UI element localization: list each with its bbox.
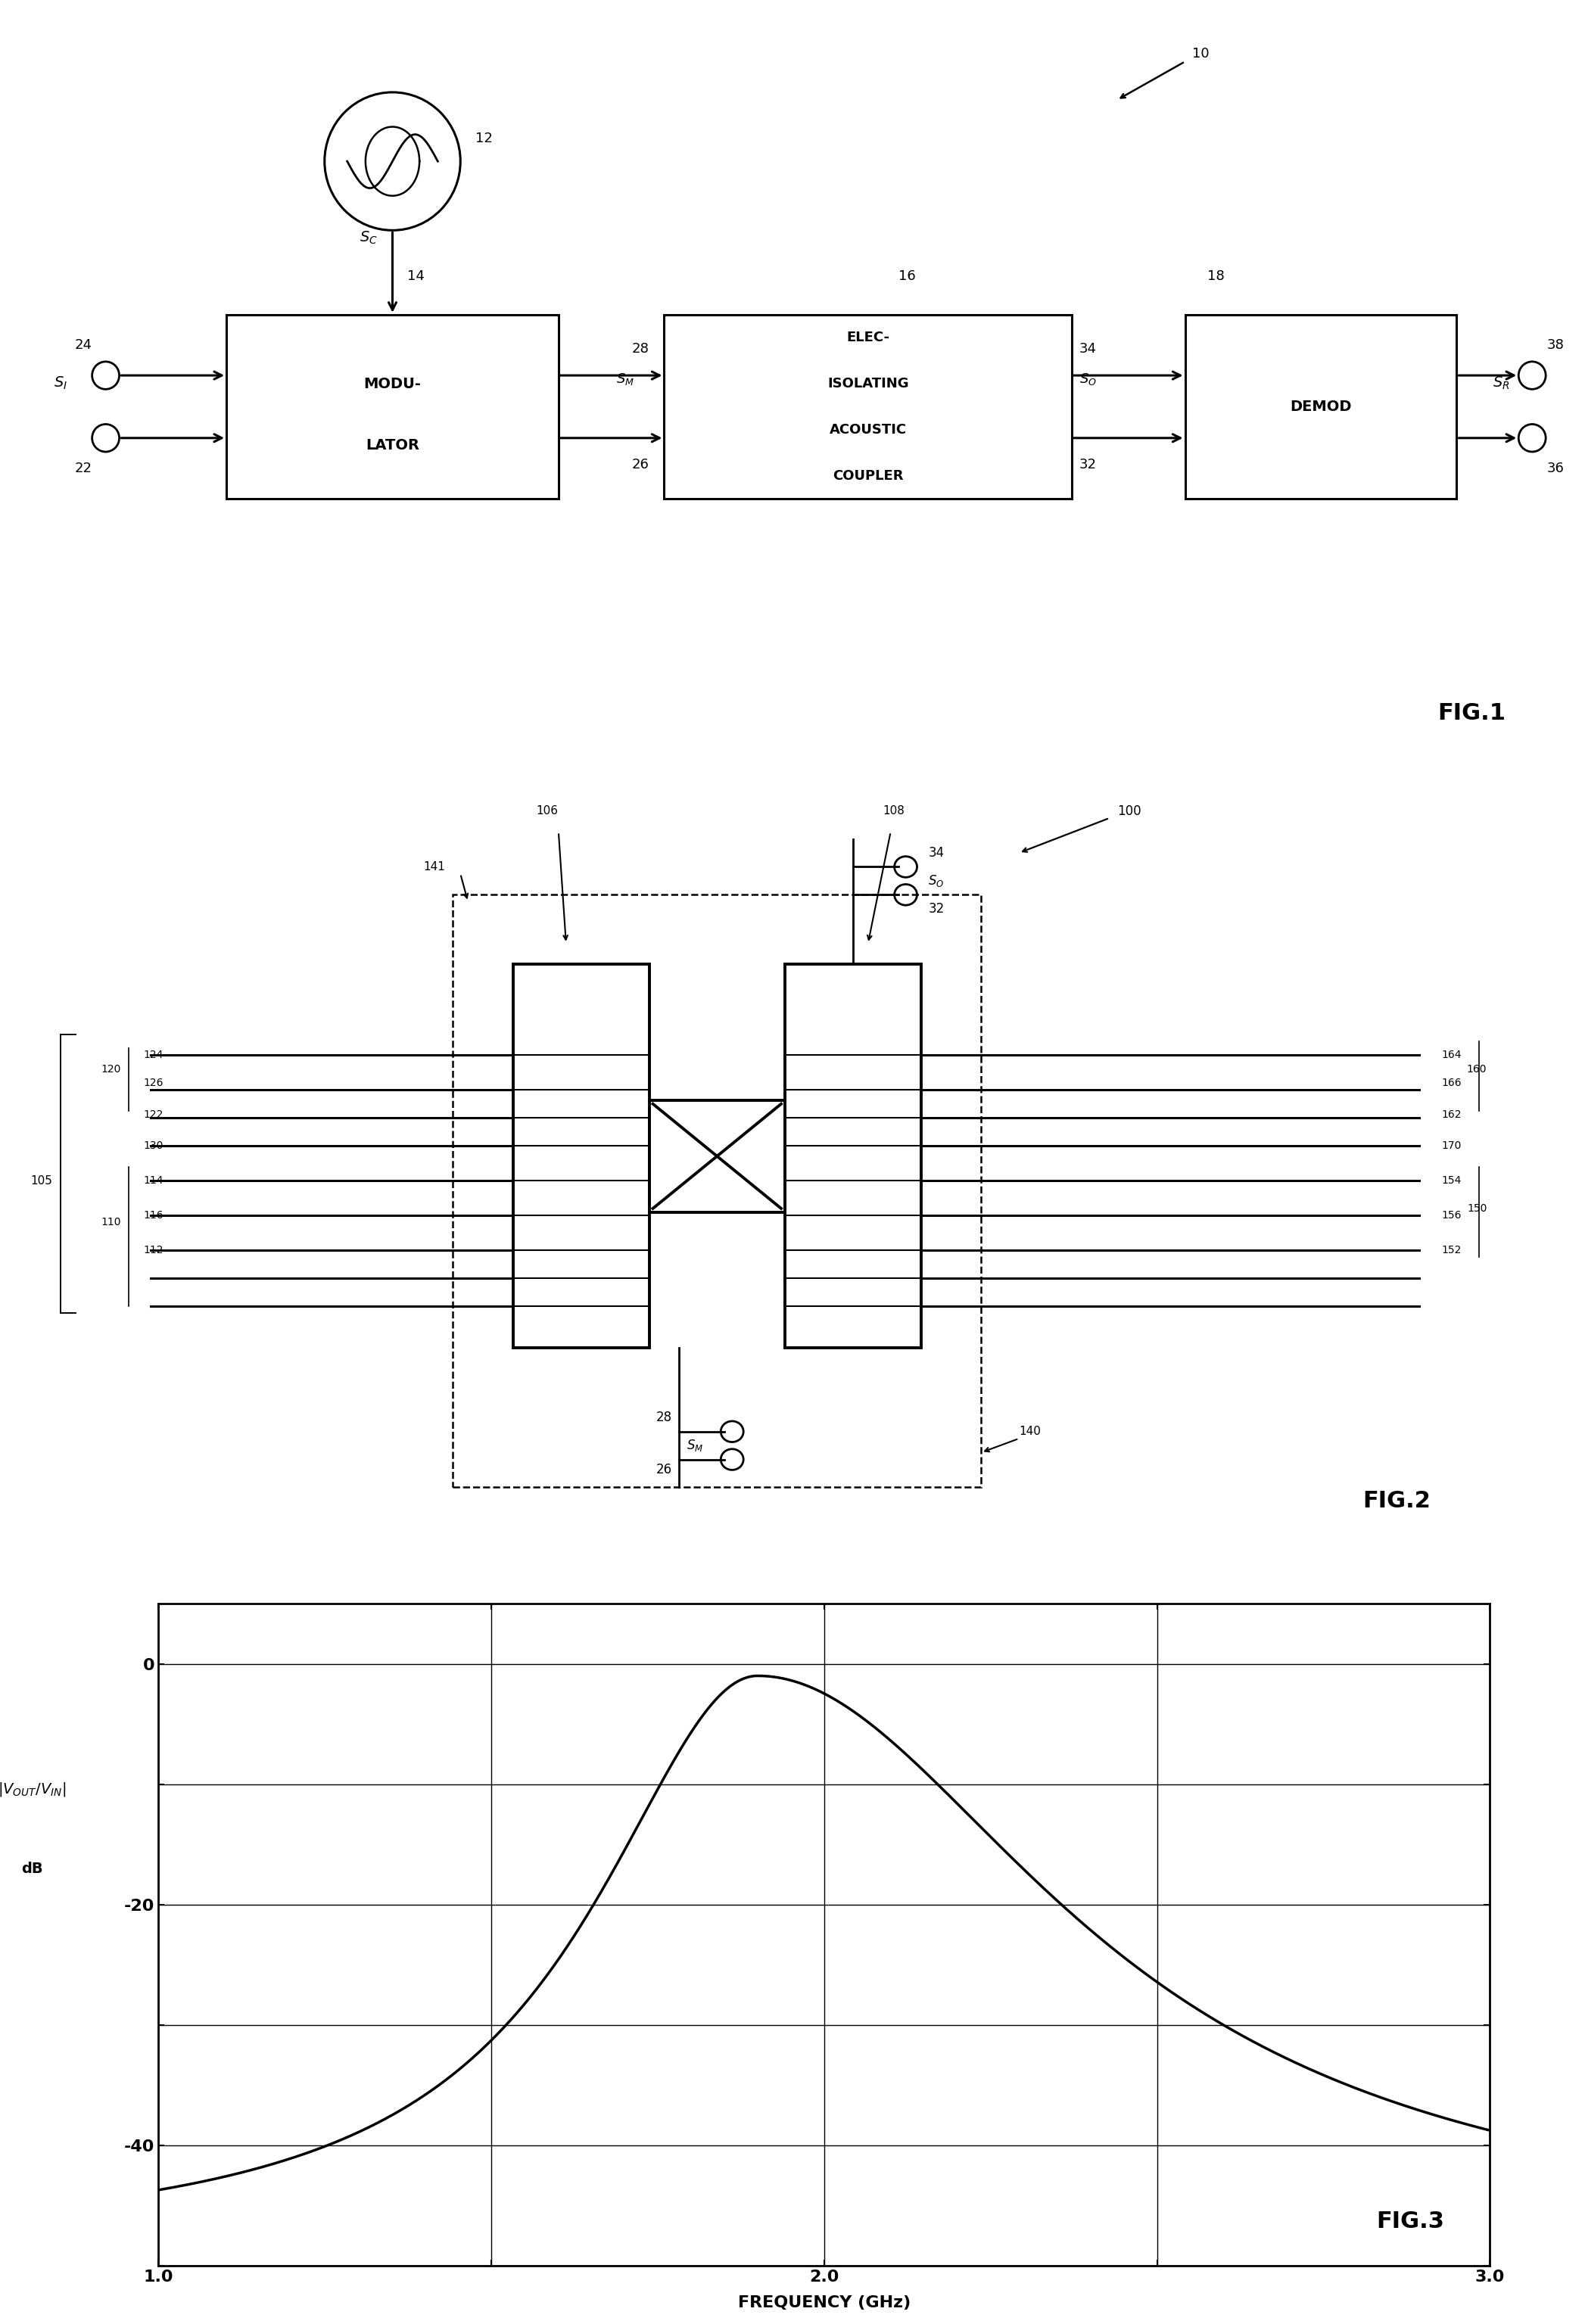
Text: dB: dB [21, 1862, 43, 1875]
Text: 116: 116 [143, 1211, 163, 1220]
Text: 114: 114 [143, 1176, 163, 1185]
Text: COUPLER: COUPLER [832, 469, 903, 483]
Text: $S_O$: $S_O$ [929, 874, 945, 888]
X-axis label: FREQUENCY (GHz): FREQUENCY (GHz) [737, 2296, 911, 2310]
Text: 164: 164 [1442, 1050, 1461, 1060]
Text: $|V_{OUT}/V_{IN}|$: $|V_{OUT}/V_{IN}|$ [0, 1780, 67, 1799]
Text: 34: 34 [929, 846, 945, 860]
Text: 112: 112 [143, 1246, 163, 1255]
Text: 156: 156 [1442, 1211, 1461, 1220]
Text: 38: 38 [1547, 337, 1564, 351]
Text: $S_R$: $S_R$ [1493, 374, 1509, 390]
Text: ACOUSTIC: ACOUSTIC [829, 423, 907, 437]
Text: 141: 141 [423, 862, 445, 872]
Text: 122: 122 [143, 1109, 163, 1120]
Text: 14: 14 [407, 270, 425, 284]
Text: LATOR: LATOR [366, 437, 420, 453]
Text: 26: 26 [656, 1464, 672, 1476]
Text: 26: 26 [632, 458, 650, 472]
Text: 124: 124 [143, 1050, 163, 1060]
Text: MODU-: MODU- [365, 376, 422, 390]
Text: 150: 150 [1466, 1204, 1487, 1213]
Text: 140: 140 [1019, 1427, 1041, 1436]
Bar [1186, 314, 1457, 500]
Text: $S_M$: $S_M$ [617, 372, 634, 386]
Text: 22: 22 [74, 462, 92, 476]
Text: 166: 166 [1442, 1078, 1461, 1088]
Text: FIG.3: FIG.3 [1377, 2210, 1444, 2233]
Text: DEMOD: DEMOD [1290, 400, 1352, 414]
Text: 162: 162 [1442, 1109, 1461, 1120]
Bar [664, 314, 1071, 500]
Text: 10: 10 [1192, 46, 1209, 60]
Text: 36: 36 [1547, 462, 1564, 476]
Text: 126: 126 [143, 1078, 163, 1088]
Text: 106: 106 [536, 806, 558, 816]
Text: $S_I$: $S_I$ [54, 374, 67, 390]
Text: 28: 28 [656, 1411, 672, 1425]
Text: 12: 12 [475, 132, 493, 144]
Text: 170: 170 [1442, 1141, 1461, 1150]
Text: 16: 16 [899, 270, 916, 284]
Text: 100: 100 [1117, 804, 1141, 818]
Text: 34: 34 [1079, 342, 1097, 356]
Text: $S_C$: $S_C$ [360, 230, 377, 246]
Text: $S_M$: $S_M$ [686, 1439, 704, 1452]
Bar [650, 1102, 785, 1213]
Text: $S_O$: $S_O$ [1079, 372, 1097, 386]
Text: ELEC-: ELEC- [846, 330, 889, 344]
Text: FIG.1: FIG.1 [1438, 702, 1506, 725]
Bar [453, 895, 981, 1487]
Text: 120: 120 [101, 1064, 120, 1074]
Bar [785, 964, 921, 1348]
Bar [227, 314, 558, 500]
Text: 160: 160 [1466, 1064, 1487, 1074]
Text: 32: 32 [929, 902, 945, 916]
Text: 105: 105 [30, 1176, 52, 1185]
Text: 152: 152 [1442, 1246, 1461, 1255]
Text: 32: 32 [1079, 458, 1097, 472]
Text: ISOLATING: ISOLATING [827, 376, 908, 390]
Text: 130: 130 [143, 1141, 163, 1150]
Text: 28: 28 [632, 342, 650, 356]
Text: 18: 18 [1208, 270, 1225, 284]
Text: FIG.2: FIG.2 [1362, 1490, 1430, 1513]
Text: 24: 24 [74, 337, 92, 351]
Text: 154: 154 [1442, 1176, 1461, 1185]
Text: 110: 110 [101, 1218, 120, 1227]
Bar [514, 964, 650, 1348]
Text: 108: 108 [883, 806, 905, 816]
